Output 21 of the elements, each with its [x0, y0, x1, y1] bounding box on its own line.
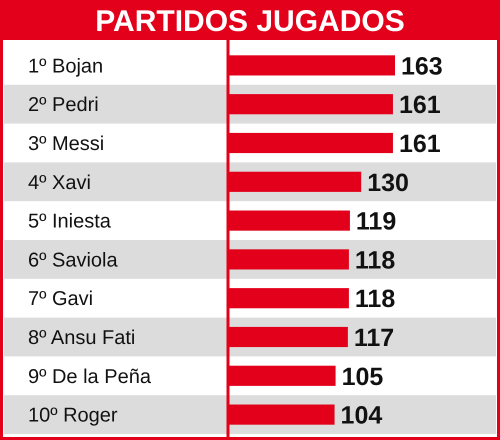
- data-label: 163: [401, 52, 443, 80]
- y-tick-label: 3º Messi: [28, 133, 104, 155]
- y-tick-label: 5º Iniesta: [28, 210, 112, 233]
- y-tick-label: 8º Ansu Fati: [28, 327, 136, 349]
- y-tick-label: 10º Roger: [28, 404, 118, 427]
- chart-title: PARTIDOS JUGADOS: [95, 5, 405, 38]
- y-tick-label: 9º De la Peña: [28, 366, 152, 388]
- y-tick-label: 4º Xavi: [28, 172, 91, 194]
- data-label: 105: [342, 362, 384, 391]
- data-label: 118: [354, 246, 396, 274]
- data-label: 117: [354, 324, 394, 352]
- data-label: 118: [354, 285, 396, 314]
- data-label: 161: [398, 130, 441, 158]
- y-tick-label: 6º Saviola: [28, 249, 118, 272]
- y-tick-label: 2º Pedri: [28, 94, 99, 116]
- data-label: 119: [356, 208, 396, 236]
- data-label: 104: [340, 402, 382, 430]
- data-label: 161: [398, 91, 441, 120]
- data-label: 130: [367, 168, 409, 197]
- y-tick-label: 1º Bojan: [28, 55, 104, 78]
- y-tick-label: 7º Gavi: [28, 288, 94, 310]
